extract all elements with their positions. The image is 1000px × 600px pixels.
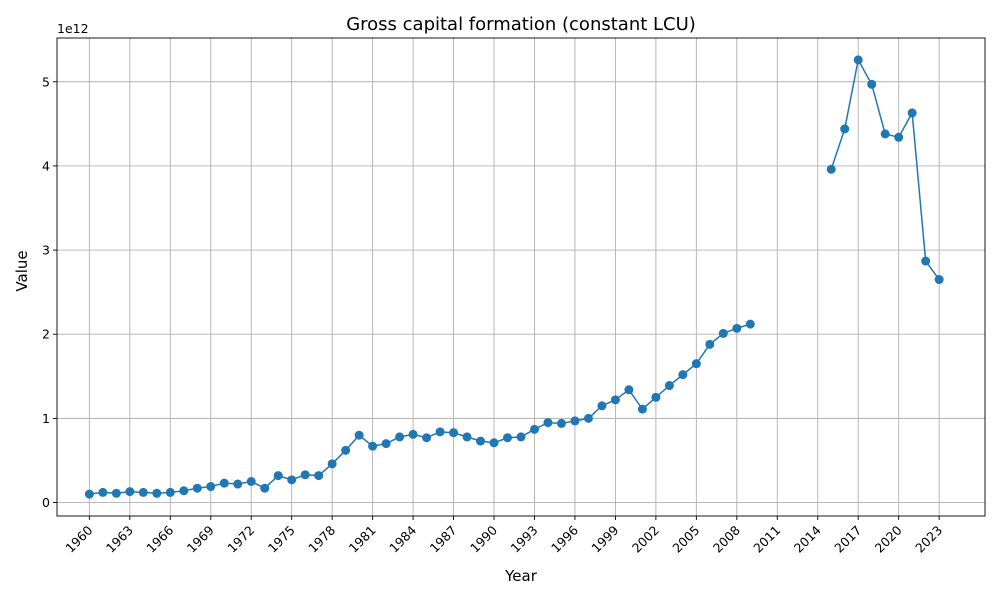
data-point xyxy=(516,432,526,442)
x-tick-label: 1960 xyxy=(62,522,95,555)
data-point xyxy=(529,424,539,434)
y-tick-label: 1 xyxy=(42,411,50,426)
data-point xyxy=(745,319,755,329)
y-tick-label: 4 xyxy=(42,158,50,173)
x-tick-label: 1975 xyxy=(265,523,298,556)
data-point xyxy=(368,441,378,451)
data-point xyxy=(125,487,135,497)
data-point xyxy=(233,479,243,489)
x-tick-label: 1990 xyxy=(467,522,500,555)
data-point xyxy=(273,471,283,481)
data-point xyxy=(624,385,634,395)
data-point xyxy=(732,323,742,333)
data-point xyxy=(503,433,513,443)
x-tick-label: 1966 xyxy=(143,522,176,555)
x-axis-ticks: 1960 1963 1966 1969 1972 1975 1978 1981 1984 1987… xyxy=(62,516,945,556)
data-point xyxy=(718,328,728,338)
data-point xyxy=(206,482,216,492)
data-point xyxy=(246,476,256,486)
data-point xyxy=(651,392,661,402)
data-point xyxy=(165,487,175,497)
data-point xyxy=(354,430,364,440)
data-point xyxy=(314,471,324,481)
data-point xyxy=(260,483,270,493)
data-point xyxy=(705,339,715,349)
series-line xyxy=(89,57,940,495)
x-tick-label: 2005 xyxy=(669,523,702,556)
data-point xyxy=(921,256,931,266)
x-tick-label: 2011 xyxy=(750,523,783,556)
data-point xyxy=(489,438,499,448)
data-point xyxy=(610,395,620,405)
data-point xyxy=(476,436,486,446)
data-point xyxy=(597,401,607,411)
data-point xyxy=(867,79,877,89)
data-point xyxy=(664,381,674,391)
data-point xyxy=(880,129,890,139)
data-point xyxy=(449,428,459,438)
data-point xyxy=(219,478,229,488)
x-tick-label: 1981 xyxy=(346,523,379,556)
data-point xyxy=(853,55,863,65)
data-point xyxy=(395,432,405,442)
data-point xyxy=(462,432,472,442)
x-tick-label: 2002 xyxy=(629,523,662,556)
y-tick-label: 3 xyxy=(42,243,50,258)
data-point xyxy=(435,427,445,437)
data-point xyxy=(408,429,418,439)
y-tick-label: 5 xyxy=(42,74,50,89)
data-point xyxy=(84,489,94,499)
chart-title: Gross capital formation (constant LCU) xyxy=(346,14,696,35)
data-point xyxy=(678,370,688,380)
data-point xyxy=(179,486,189,496)
data-point xyxy=(138,487,148,497)
data-point xyxy=(287,475,297,485)
x-tick-label: 1996 xyxy=(548,522,581,555)
x-tick-label: 2017 xyxy=(831,523,864,556)
plot-frame xyxy=(56,37,986,517)
data-point xyxy=(152,488,162,498)
data-point xyxy=(192,483,202,493)
data-point xyxy=(637,404,647,414)
data-point xyxy=(98,487,108,497)
x-tick-label: 2008 xyxy=(710,522,743,555)
data-point xyxy=(570,416,580,426)
data-point xyxy=(691,359,701,369)
data-points xyxy=(84,55,944,499)
x-tick-label: 1972 xyxy=(224,523,257,556)
data-point xyxy=(381,439,391,449)
grid xyxy=(57,38,985,516)
y-tick-label: 0 xyxy=(42,495,50,510)
x-tick-label: 1969 xyxy=(184,522,217,555)
x-tick-label: 1993 xyxy=(508,523,541,556)
x-tick-label: 2014 xyxy=(791,522,824,555)
y-axis-ticks: 0 1 2 3 4 5 xyxy=(42,74,57,510)
data-point xyxy=(341,445,351,455)
x-tick-label: 2020 xyxy=(872,522,905,555)
data-point xyxy=(934,275,944,285)
x-tick-label: 1987 xyxy=(427,523,460,556)
x-tick-label: 1963 xyxy=(103,523,136,556)
data-point xyxy=(422,433,432,443)
y-axis-label: Value xyxy=(13,250,31,291)
x-axis-label: Year xyxy=(504,567,538,585)
data-point xyxy=(300,470,310,480)
data-point xyxy=(111,488,121,498)
data-point xyxy=(826,164,836,174)
data-point xyxy=(327,459,337,469)
x-tick-label: 1999 xyxy=(588,522,621,555)
data-point xyxy=(543,418,553,428)
data-point xyxy=(556,418,566,428)
data-point xyxy=(907,108,917,118)
data-point xyxy=(894,132,904,142)
y-tick-label: 2 xyxy=(42,327,50,342)
x-tick-label: 1978 xyxy=(305,522,338,555)
data-point xyxy=(583,413,593,423)
data-point xyxy=(840,124,850,134)
y-axis-offset-text: 1e12 xyxy=(57,21,89,36)
x-tick-label: 2023 xyxy=(912,523,945,556)
x-tick-label: 1984 xyxy=(386,522,419,555)
